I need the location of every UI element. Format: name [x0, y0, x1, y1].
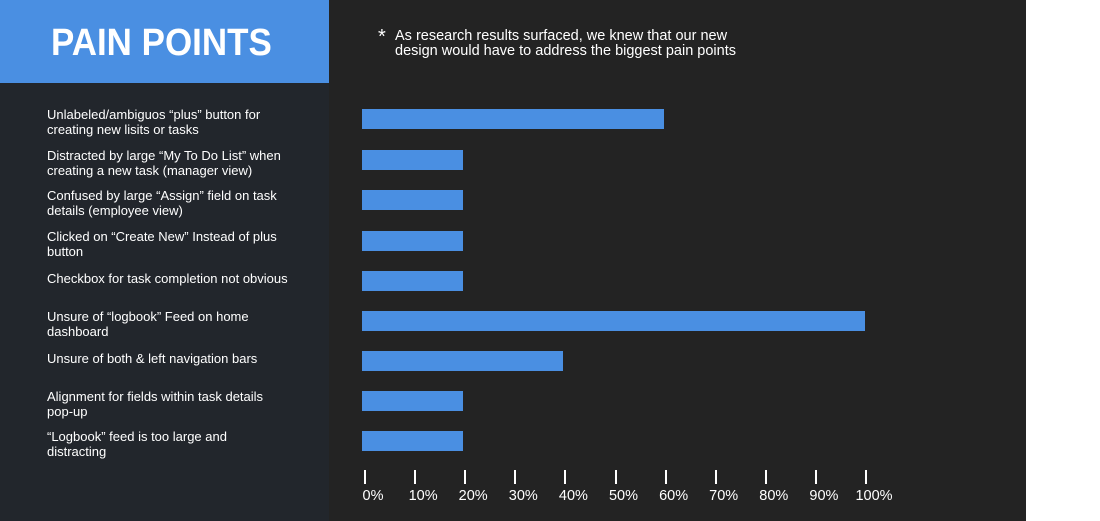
category-label: Unsure of both & left navigation bars [47, 351, 322, 366]
category-label-line: Checkbox for task completion not obvious [47, 271, 288, 286]
x-tick-label: 10% [408, 488, 438, 504]
x-tick-label: 70% [709, 488, 739, 504]
x-tick-label: 30% [508, 488, 538, 504]
x-tick-label: 60% [659, 488, 689, 504]
x-tick-mark [714, 470, 717, 484]
x-tick-label: 90% [809, 488, 839, 504]
category-label-line: button [47, 244, 84, 259]
research-note: As research results surfaced, we knew th… [395, 29, 815, 59]
x-tick-mark [414, 470, 417, 484]
category-label-line: details (employee view) [47, 203, 183, 218]
x-tick-label: 0% [362, 488, 384, 504]
category-label: Alignment for fields within task details… [47, 389, 322, 419]
bar [362, 150, 463, 170]
note-asterisk: * [378, 26, 386, 48]
category-label: Confused by large “Assign” field on task… [47, 188, 322, 218]
category-label-line: creating a new task (manager view) [47, 163, 253, 178]
bar [362, 109, 664, 129]
category-label-line: Confused by large “Assign” field on task [47, 188, 277, 203]
bar [362, 351, 564, 371]
bar [362, 431, 463, 451]
category-label-line: Distracted by large “My To Do List” when [47, 148, 281, 163]
x-tick-mark [764, 470, 767, 484]
category-label: “Logbook” feed is too large and distracti… [47, 429, 322, 459]
bar [362, 231, 463, 251]
category-label-line: distracting [47, 444, 107, 459]
category-label: Distracted by large “My To Do List” when… [47, 148, 322, 178]
x-tick-label: 40% [558, 488, 588, 504]
x-tick-label: 80% [759, 488, 789, 504]
bar [362, 190, 463, 210]
category-panel [0, 0, 329, 521]
category-label-line: Alignment for fields within task details [47, 389, 264, 404]
category-label-line: pop-up [47, 404, 88, 419]
x-tick-mark [564, 470, 567, 484]
category-label-line: “Logbook” feed is too large and [47, 429, 227, 444]
x-tick-mark [514, 470, 517, 484]
bar [362, 271, 463, 291]
title-banner: PAIN POINTS [0, 0, 329, 83]
research-note-line-2: design would have to address the biggest… [395, 43, 736, 59]
category-label-line: Clicked on “Create New” Instead of plus [47, 229, 277, 244]
x-tick-mark [464, 470, 467, 484]
category-label-line: dashboard [47, 324, 109, 339]
category-label: Clicked on “Create New” Instead of plus b… [47, 229, 322, 259]
x-tick-mark [364, 470, 366, 484]
category-label-line: Unsure of both & left navigation bars [47, 351, 258, 366]
bar [362, 311, 865, 331]
x-tick-mark [865, 470, 867, 484]
x-tick-mark [664, 470, 667, 484]
category-label-line: creating new lisits or tasks [47, 122, 199, 137]
bar [362, 391, 463, 411]
x-tick-mark [814, 470, 817, 484]
category-label-line: Unlabeled/ambiguos “plus” button for [47, 107, 261, 122]
x-tick-label: 20% [458, 488, 488, 504]
x-tick-label: 50% [608, 488, 639, 504]
x-tick-label: 100% [855, 488, 893, 504]
page-title: PAIN POINTS [51, 22, 272, 64]
x-tick-mark [614, 470, 617, 484]
research-note-line-1: As research results surfaced, we knew th… [395, 28, 728, 44]
category-label: Unsure of “logbook” Feed on home dashboar… [47, 309, 322, 339]
category-label: Checkbox for task completion not obvious [47, 271, 322, 286]
category-label-line: Unsure of “logbook” Feed on home [47, 309, 249, 324]
category-label: Unlabeled/ambiguos “plus” button for crea… [47, 107, 322, 137]
